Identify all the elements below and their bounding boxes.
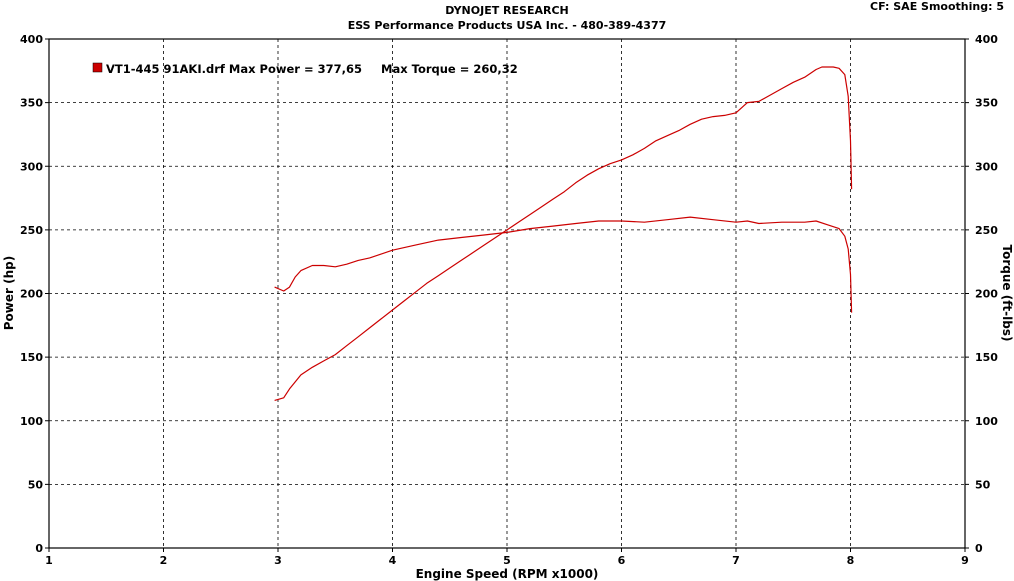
x-tick-label: 4 xyxy=(389,554,397,567)
y-tick-label: 400 xyxy=(20,33,43,46)
x-tick-label: 3 xyxy=(274,554,282,567)
y2-tick-label: 100 xyxy=(975,415,998,428)
series-layer xyxy=(274,66,853,401)
x-tick-label: 5 xyxy=(503,554,511,567)
y-tick-label: 350 xyxy=(20,97,43,110)
x-tick-label: 8 xyxy=(847,554,855,567)
x-tick-label: 6 xyxy=(618,554,626,567)
y-axis-label: Power (hp) xyxy=(2,256,16,330)
x-axis-label: Engine Speed (RPM x1000) xyxy=(416,567,599,581)
x-tick-label: 7 xyxy=(732,554,740,567)
torque-curve xyxy=(274,216,853,313)
y-tick-label: 150 xyxy=(20,351,43,364)
y-tick-label: 100 xyxy=(20,415,43,428)
y2-tick-label: 200 xyxy=(975,288,998,301)
chart-subtitle: ESS Performance Products USA Inc. - 480-… xyxy=(347,19,667,32)
y2-tick-label: 350 xyxy=(975,97,998,110)
y2-tick-label: 150 xyxy=(975,351,998,364)
y2-tick-label: 0 xyxy=(975,542,983,555)
y-tick-label: 250 xyxy=(20,224,43,237)
grid-lines xyxy=(49,39,965,548)
y2-tick-label: 250 xyxy=(975,224,998,237)
y-tick-label: 0 xyxy=(35,542,43,555)
legend-run-label: VT1-445 91AKI.drf Max Power = 377,65 xyxy=(106,62,362,76)
legend-torque-label: Max Torque = 260,32 xyxy=(381,62,518,76)
y-tick-label: 200 xyxy=(20,288,43,301)
y2-axis-label: Torque (ft-lbs) xyxy=(1000,245,1014,342)
y2-tick-label: 400 xyxy=(975,33,998,46)
x-tick-label: 2 xyxy=(160,554,168,567)
y-tick-label: 50 xyxy=(28,478,44,491)
legend-swatch xyxy=(92,62,103,73)
chart-title: DYNOJET RESEARCH xyxy=(445,4,569,17)
x-tick-label: 1 xyxy=(45,554,53,567)
y2-tick-label: 50 xyxy=(975,478,991,491)
power-curve xyxy=(274,66,853,401)
correction-factor-label: CF: SAE Smoothing: 5 xyxy=(870,0,1004,13)
y-tick-label: 300 xyxy=(20,160,43,173)
y2-tick-label: 300 xyxy=(975,160,998,173)
x-tick-label: 9 xyxy=(961,554,969,567)
